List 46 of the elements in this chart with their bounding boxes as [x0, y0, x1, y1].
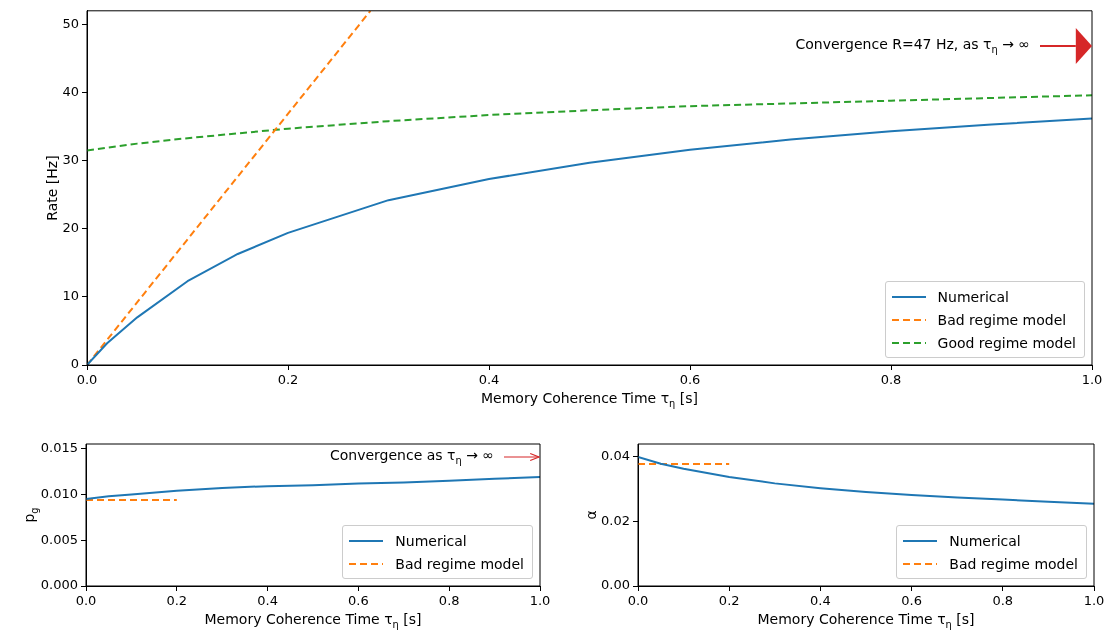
x-tick-label: 0.2 [166, 593, 188, 609]
y-axis-title: α [583, 510, 600, 520]
y-tick-label: 40 [62, 83, 79, 99]
y-tick-label: 0.04 [601, 448, 630, 464]
x-tick-label: 0.8 [438, 593, 460, 609]
x-axis-title: Memory Coherence Time τ$_{η}$ [s] [204, 611, 422, 630]
x-tick-label: 0.4 [810, 593, 831, 609]
y-tick-label: 0 [70, 356, 79, 372]
x-tick-label: 1.0 [1081, 372, 1103, 388]
legend-label: Bad regime model [937, 311, 1067, 328]
x-tick-label: 0.6 [348, 593, 369, 609]
y-tick-label: 0.02 [601, 512, 630, 528]
legend-label: Good regime model [937, 334, 1076, 351]
x-tick-label: 0.6 [901, 593, 922, 609]
annotation: Convergence as τ$_{η}$ → ∞ [329, 447, 494, 466]
y-tick-label: 0.015 [40, 439, 78, 455]
legend-label: Numerical [395, 532, 467, 549]
y-axis-title: Rate [Hz] [44, 155, 61, 221]
x-tick-label: 0.0 [76, 372, 98, 388]
legend-label: Numerical [937, 288, 1009, 305]
x-tick-label: 0.4 [257, 593, 278, 609]
x-tick-label: 0.2 [718, 593, 740, 609]
legend-label: Numerical [949, 532, 1021, 549]
y-tick-label: 0.005 [40, 531, 78, 547]
x-tick-label: 0.0 [75, 593, 97, 609]
x-tick-label: 0.8 [880, 372, 902, 388]
x-axis-title: Memory Coherence Time τ$_{η}$ [s] [481, 390, 698, 409]
x-tick-label: 1.0 [529, 593, 551, 609]
x-tick-label: 0.4 [478, 372, 500, 388]
y-tick-label: 20 [62, 220, 79, 236]
x-tick-label: 0.2 [277, 372, 299, 388]
y-tick-label: 0.000 [40, 577, 78, 593]
y-tick-label: 10 [62, 288, 79, 304]
y-tick-label: 0.00 [601, 577, 630, 593]
y-tick-label: 0.010 [40, 485, 78, 501]
y-tick-label: 30 [62, 152, 79, 168]
x-axis-title: Memory Coherence Time τ$_{η}$ [s] [757, 611, 975, 630]
x-tick-label: 0.0 [627, 593, 649, 609]
annotation: Convergence R=47 Hz, as τ$_{η}$ → ∞ [795, 36, 1030, 55]
x-tick-label: 0.8 [992, 593, 1014, 609]
line-series [87, 94, 1092, 152]
legend-label: Bad regime model [395, 555, 524, 572]
x-tick-label: 0.6 [679, 372, 701, 388]
x-tick-label: 1.0 [1083, 593, 1105, 609]
legend-label: Bad regime model [949, 555, 1078, 572]
y-tick-label: 50 [62, 15, 79, 31]
